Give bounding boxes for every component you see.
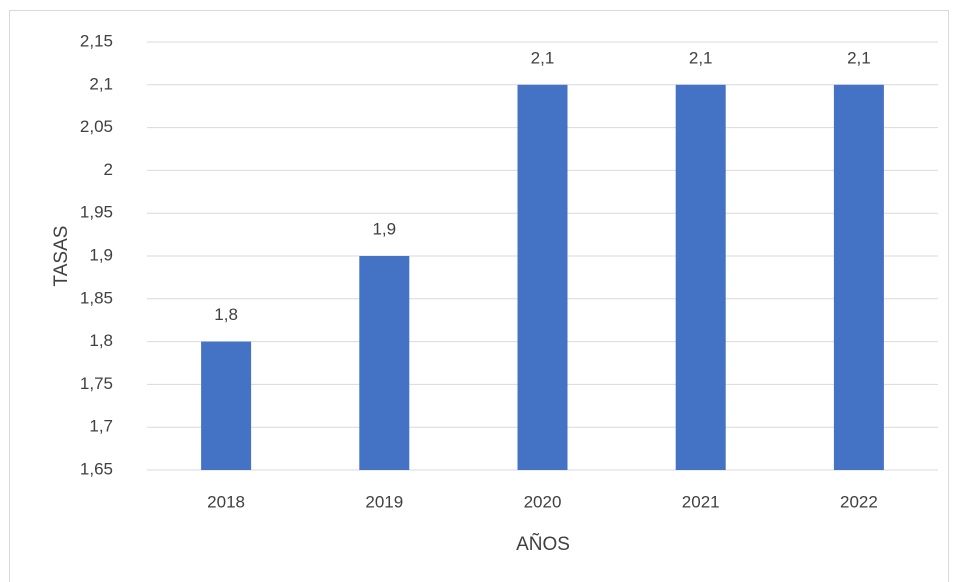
data-label: 2,1 xyxy=(531,48,555,67)
bar xyxy=(675,84,726,471)
data-label: 1,8 xyxy=(214,305,238,324)
y-tick-label: 1,95 xyxy=(80,203,113,222)
y-tick-label: 1,65 xyxy=(80,459,113,478)
bar xyxy=(201,341,252,470)
data-label: 2,1 xyxy=(847,48,871,67)
y-tick-label: 2 xyxy=(104,160,113,179)
y-tick-label: 2,05 xyxy=(80,117,113,136)
x-tick-label: 2021 xyxy=(682,492,720,511)
data-label: 2,1 xyxy=(689,48,713,67)
data-label: 1,9 xyxy=(372,219,396,238)
bar xyxy=(517,84,568,471)
y-tick-label: 1,75 xyxy=(80,374,113,393)
chart-frame xyxy=(9,10,949,582)
x-tick-label: 2020 xyxy=(524,492,562,511)
y-tick-label: 2,15 xyxy=(80,31,113,50)
y-tick-label: 2,1 xyxy=(89,74,113,93)
y-tick-label: 1,85 xyxy=(80,288,113,307)
y-tick-label: 1,9 xyxy=(89,245,113,264)
x-tick-label: 2018 xyxy=(207,492,245,511)
y-tick-label: 1,7 xyxy=(89,417,113,436)
x-tick-label: 2022 xyxy=(840,492,878,511)
bar xyxy=(359,256,410,470)
bar xyxy=(833,84,884,471)
x-axis-title: AÑOS xyxy=(516,533,570,555)
x-tick-label: 2019 xyxy=(365,492,403,511)
y-axis-title: TASAS xyxy=(51,226,72,287)
y-tick-label: 1,8 xyxy=(89,331,113,350)
